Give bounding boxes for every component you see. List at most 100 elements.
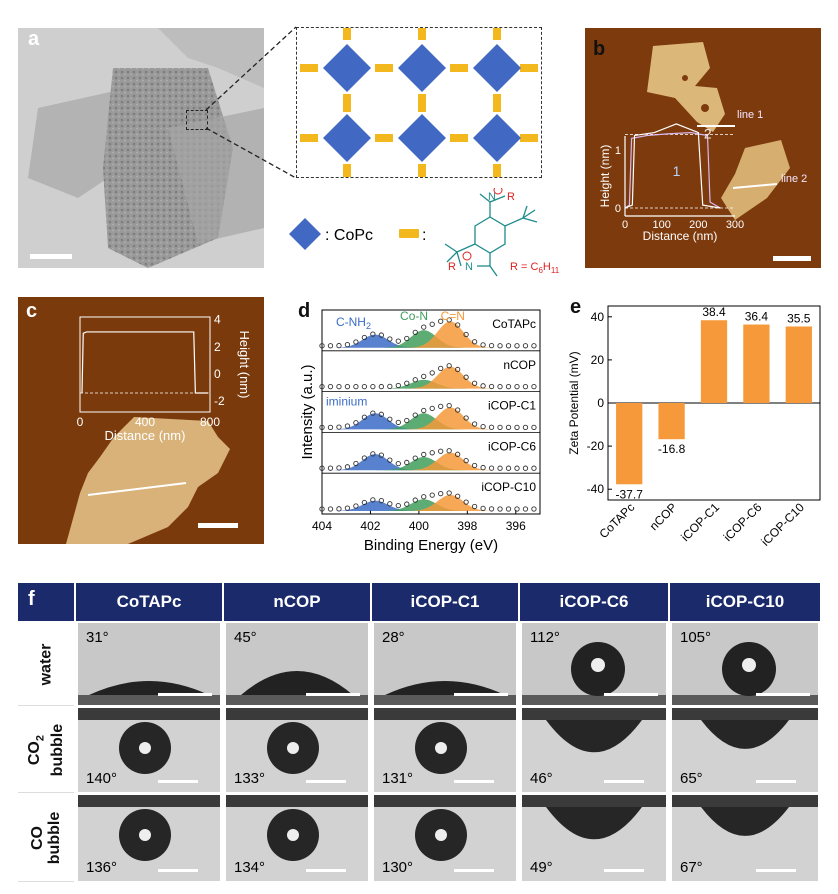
zeta-value-label: 35.5 — [787, 311, 811, 325]
xps-data-point — [429, 370, 435, 376]
row-header: CO bubble — [18, 795, 74, 882]
xps-data-point — [421, 494, 427, 500]
xps-data-point — [353, 383, 359, 390]
xps-data-point — [522, 343, 529, 349]
svg-text:N: N — [488, 191, 496, 203]
xps-x-tick: 404 — [312, 519, 332, 533]
copc-diamond-icon — [398, 114, 446, 162]
xps-data-point — [531, 465, 537, 471]
xps-data-point — [497, 424, 503, 431]
xps-data-point — [438, 318, 444, 324]
xps-peak — [322, 321, 540, 348]
scale-bar — [756, 693, 810, 696]
xps-data-point — [327, 343, 334, 349]
xps-peak — [322, 454, 540, 471]
panel-label-a: a — [28, 28, 40, 50]
linker-icon — [520, 64, 538, 72]
xps-peak — [322, 413, 540, 430]
xps-data-point — [531, 343, 537, 349]
xps-sample-label: iCOP-C1 — [488, 399, 536, 413]
xps-data-point — [378, 452, 384, 458]
substrate — [672, 695, 818, 705]
xps-data-point — [463, 331, 469, 338]
linker-icon — [493, 94, 501, 112]
xps-data-point — [454, 451, 461, 457]
xps-data-point — [488, 465, 495, 471]
xps-data-point — [370, 410, 376, 416]
afm-b-overlay: line 1 line 2 0 100 200 300 0 1 Distance (nm) Hei… — [598, 109, 807, 243]
xps-data-point — [438, 365, 444, 372]
panel-label-c: c — [26, 300, 38, 322]
xps-data-point — [370, 383, 376, 390]
linker-icon — [418, 164, 426, 182]
afm-b-graphic — [585, 28, 821, 268]
xps-data-point — [336, 342, 342, 349]
gas-bubble — [546, 720, 642, 753]
xps-data-point — [505, 343, 512, 349]
xps-peak — [322, 330, 540, 348]
xps-data-point — [327, 424, 334, 431]
substrate — [226, 795, 368, 807]
zeta-category-label: CoTAPc — [596, 500, 637, 541]
substrate — [78, 795, 220, 807]
afm-c-x-tick: 0 — [77, 415, 84, 429]
afm-c-y-tick: 0 — [214, 367, 221, 381]
xps-data-point — [514, 343, 520, 349]
xps-data-point — [412, 329, 418, 336]
xps-data-point — [327, 465, 334, 471]
substrate — [78, 695, 220, 705]
substrate — [78, 708, 220, 720]
scale-bar-b — [773, 256, 811, 261]
xps-peak — [322, 413, 540, 430]
xps-data-point — [505, 465, 512, 471]
afm-c-y-label: Height (nm) — [237, 331, 252, 399]
xps-data-point — [412, 455, 418, 461]
afm-c-overlay: 0 400 800 4 2 0 -2 Distance (nm) Height (nm) — [77, 313, 252, 496]
xps-data-point — [514, 424, 520, 431]
xps-data-point — [522, 424, 529, 431]
xps-data-point — [514, 465, 520, 471]
scale-bar — [158, 780, 198, 783]
xps-data-point — [395, 338, 401, 344]
column-header: iCOP-C1 — [372, 583, 518, 621]
contact-angle-value: 105° — [680, 629, 712, 646]
zeta-y-tick: -40 — [587, 482, 605, 496]
xps-data-point — [344, 423, 351, 429]
xps-data-point — [480, 464, 486, 471]
linker-icon — [343, 22, 351, 40]
copc-diamond-icon — [473, 114, 521, 162]
gas-bubble — [546, 807, 642, 840]
xps-data-point — [522, 465, 529, 471]
xps-data-point — [446, 448, 452, 454]
xps-data-point — [488, 506, 495, 512]
contact-angle-image: 105° — [672, 623, 818, 705]
zeta-bar — [658, 403, 685, 440]
xps-data-point — [463, 415, 469, 421]
contact-angle-image: 28° — [374, 623, 516, 705]
zeta-y-tick: 40 — [591, 310, 605, 324]
linker-icon — [300, 64, 318, 72]
xps-data-point — [336, 424, 342, 430]
xps-data-point — [480, 505, 486, 512]
xps-data-point — [454, 407, 461, 413]
contact-angle-image: 112° — [522, 623, 666, 705]
substrate — [374, 695, 516, 705]
linker-icon — [493, 22, 501, 40]
contact-angle-image: 133° — [226, 708, 368, 792]
xps-x-tick: 396 — [506, 519, 526, 533]
linker-icon — [300, 134, 318, 142]
xps-y-label: Intensity (a.u.) — [299, 364, 316, 459]
afm-c-y-tick: 4 — [214, 313, 221, 327]
afm-b-y-label: Height (nm) — [598, 145, 612, 208]
copc-label: : CoPc — [325, 227, 373, 244]
linker-icon — [520, 134, 538, 142]
zeta-category-label: iCOP-C6 — [721, 500, 765, 544]
xps-data-point — [361, 499, 368, 506]
afm-b-x-tick: 100 — [652, 219, 670, 231]
xps-sample-label: CoTAPc — [492, 317, 536, 331]
svg-text:N: N — [465, 261, 473, 273]
xps-data-point — [488, 424, 495, 430]
xps-data-point — [370, 451, 376, 457]
xps-data-point — [522, 383, 529, 390]
afm-c-x-tick: 400 — [135, 415, 155, 429]
